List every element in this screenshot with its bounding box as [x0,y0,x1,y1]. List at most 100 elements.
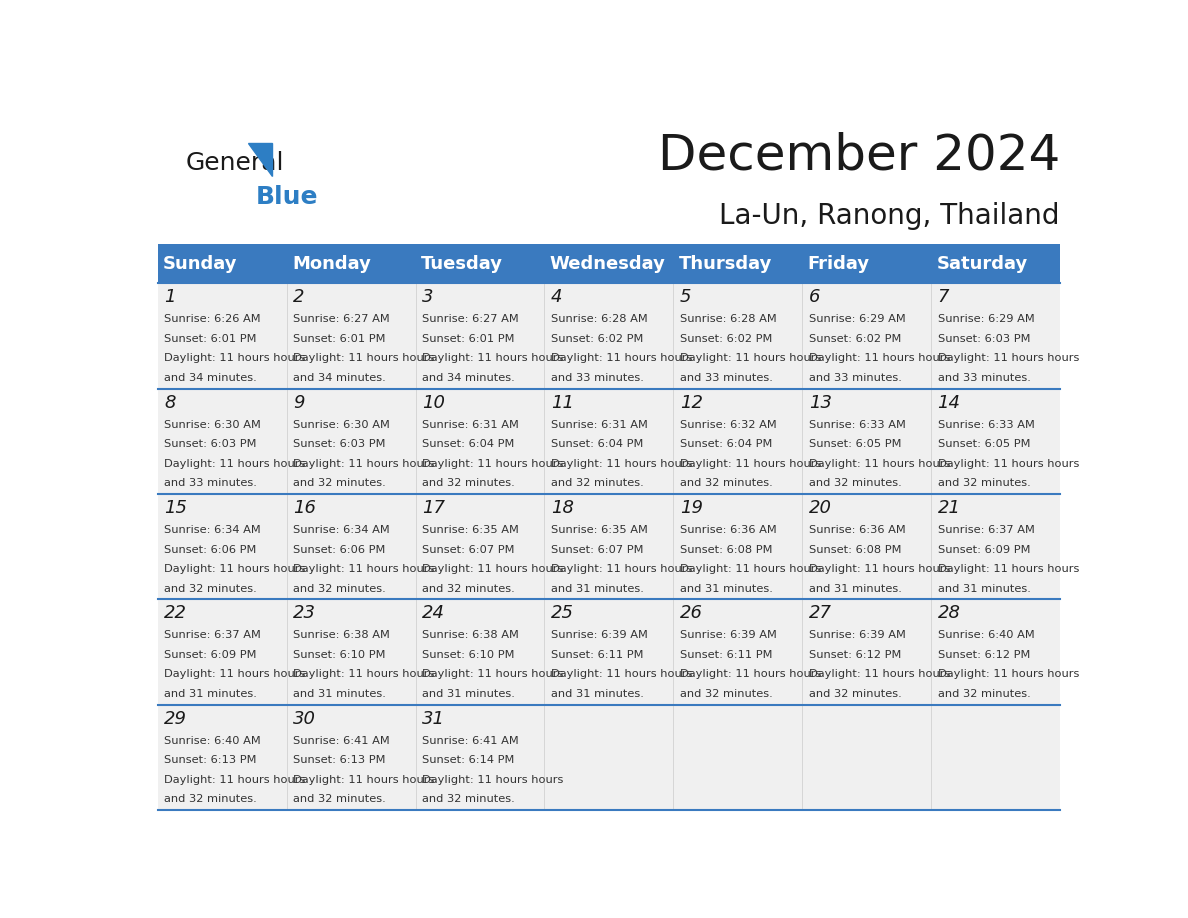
Text: 16: 16 [293,498,316,517]
FancyBboxPatch shape [158,705,1060,810]
Text: Tuesday: Tuesday [421,255,503,273]
Text: and 33 minutes.: and 33 minutes. [551,373,644,383]
FancyBboxPatch shape [158,388,1060,494]
Text: and 31 minutes.: and 31 minutes. [293,688,386,699]
Text: 29: 29 [164,710,188,728]
Text: and 32 minutes.: and 32 minutes. [809,688,902,699]
Text: Daylight: 11 hours hours: Daylight: 11 hours hours [551,353,693,364]
Text: La-Un, Ranong, Thailand: La-Un, Ranong, Thailand [720,202,1060,230]
Text: Sunset: 6:12 PM: Sunset: 6:12 PM [809,650,901,660]
Text: Sunset: 6:03 PM: Sunset: 6:03 PM [937,334,1030,344]
Text: Thursday: Thursday [678,255,772,273]
Text: 24: 24 [422,604,446,622]
Text: and 32 minutes.: and 32 minutes. [809,478,902,488]
Text: Daylight: 11 hours hours: Daylight: 11 hours hours [293,353,435,364]
Text: Daylight: 11 hours hours: Daylight: 11 hours hours [293,775,435,785]
Text: Sunrise: 6:31 AM: Sunrise: 6:31 AM [551,420,647,430]
Text: Sunset: 6:13 PM: Sunset: 6:13 PM [164,756,257,766]
Text: Sunrise: 6:31 AM: Sunrise: 6:31 AM [422,420,519,430]
Text: Sunset: 6:01 PM: Sunset: 6:01 PM [422,334,514,344]
Text: Sunset: 6:11 PM: Sunset: 6:11 PM [551,650,644,660]
Text: 12: 12 [680,394,703,411]
Text: and 34 minutes.: and 34 minutes. [422,373,514,383]
Text: Sunrise: 6:37 AM: Sunrise: 6:37 AM [164,631,261,641]
Text: Friday: Friday [808,255,870,273]
Text: and 31 minutes.: and 31 minutes. [551,688,644,699]
Text: Sunrise: 6:39 AM: Sunrise: 6:39 AM [551,631,647,641]
Text: Sunset: 6:07 PM: Sunset: 6:07 PM [551,544,644,554]
Text: Sunset: 6:14 PM: Sunset: 6:14 PM [422,756,514,766]
Text: Daylight: 11 hours hours: Daylight: 11 hours hours [293,564,435,574]
Text: Sunrise: 6:37 AM: Sunrise: 6:37 AM [937,525,1035,535]
Text: 14: 14 [937,394,961,411]
Text: 26: 26 [680,604,703,622]
Text: and 32 minutes.: and 32 minutes. [293,478,386,488]
Text: Daylight: 11 hours hours: Daylight: 11 hours hours [809,669,950,679]
Polygon shape [248,143,272,176]
Text: and 32 minutes.: and 32 minutes. [937,478,1030,488]
Text: Sunset: 6:05 PM: Sunset: 6:05 PM [937,439,1030,449]
Text: and 32 minutes.: and 32 minutes. [164,794,257,804]
Text: and 34 minutes.: and 34 minutes. [293,373,386,383]
Text: Sunset: 6:07 PM: Sunset: 6:07 PM [422,544,514,554]
Text: Sunrise: 6:30 AM: Sunrise: 6:30 AM [164,420,261,430]
Text: Sunset: 6:11 PM: Sunset: 6:11 PM [680,650,772,660]
Text: Daylight: 11 hours hours: Daylight: 11 hours hours [809,353,950,364]
Text: and 32 minutes.: and 32 minutes. [680,478,772,488]
Text: and 31 minutes.: and 31 minutes. [809,584,902,594]
Text: December 2024: December 2024 [658,131,1060,179]
Text: Sunrise: 6:30 AM: Sunrise: 6:30 AM [293,420,390,430]
Text: Daylight: 11 hours hours: Daylight: 11 hours hours [293,669,435,679]
Text: 30: 30 [293,710,316,728]
Text: Saturday: Saturday [936,255,1028,273]
Text: and 32 minutes.: and 32 minutes. [293,584,386,594]
Text: Sunrise: 6:28 AM: Sunrise: 6:28 AM [551,315,647,324]
Text: Sunrise: 6:36 AM: Sunrise: 6:36 AM [680,525,777,535]
Text: Daylight: 11 hours hours: Daylight: 11 hours hours [551,459,693,469]
Text: Daylight: 11 hours hours: Daylight: 11 hours hours [937,669,1079,679]
Text: 15: 15 [164,498,188,517]
Text: Sunrise: 6:35 AM: Sunrise: 6:35 AM [422,525,519,535]
Text: Wednesday: Wednesday [550,255,665,273]
Text: Daylight: 11 hours hours: Daylight: 11 hours hours [164,669,305,679]
Text: Sunset: 6:02 PM: Sunset: 6:02 PM [551,334,643,344]
Text: Sunrise: 6:35 AM: Sunrise: 6:35 AM [551,525,647,535]
Text: and 32 minutes.: and 32 minutes. [422,584,514,594]
Text: Sunrise: 6:34 AM: Sunrise: 6:34 AM [293,525,390,535]
Text: Sunset: 6:01 PM: Sunset: 6:01 PM [164,334,257,344]
FancyBboxPatch shape [158,494,1060,599]
Text: Sunset: 6:05 PM: Sunset: 6:05 PM [809,439,902,449]
Text: Sunrise: 6:27 AM: Sunrise: 6:27 AM [422,315,519,324]
Text: Sunrise: 6:38 AM: Sunrise: 6:38 AM [422,631,519,641]
Text: Sunrise: 6:28 AM: Sunrise: 6:28 AM [680,315,777,324]
Text: Blue: Blue [255,185,318,209]
Text: Monday: Monday [292,255,371,273]
Text: General: General [185,151,284,175]
Text: and 32 minutes.: and 32 minutes. [293,794,386,804]
Text: and 31 minutes.: and 31 minutes. [422,688,514,699]
Text: and 32 minutes.: and 32 minutes. [422,794,514,804]
Text: Sunset: 6:06 PM: Sunset: 6:06 PM [164,544,257,554]
Text: 11: 11 [551,394,574,411]
FancyBboxPatch shape [158,244,1060,284]
Text: 7: 7 [937,288,949,307]
Text: 27: 27 [809,604,832,622]
Text: Sunset: 6:06 PM: Sunset: 6:06 PM [293,544,385,554]
Text: Daylight: 11 hours hours: Daylight: 11 hours hours [937,353,1079,364]
Text: Sunrise: 6:38 AM: Sunrise: 6:38 AM [293,631,390,641]
Text: Daylight: 11 hours hours: Daylight: 11 hours hours [164,564,305,574]
Text: Sunset: 6:02 PM: Sunset: 6:02 PM [809,334,901,344]
Text: Sunset: 6:08 PM: Sunset: 6:08 PM [680,544,772,554]
Text: and 32 minutes.: and 32 minutes. [937,688,1030,699]
Text: and 33 minutes.: and 33 minutes. [809,373,902,383]
Text: Daylight: 11 hours hours: Daylight: 11 hours hours [680,564,821,574]
Text: Sunrise: 6:26 AM: Sunrise: 6:26 AM [164,315,261,324]
Text: 18: 18 [551,498,574,517]
Text: Daylight: 11 hours hours: Daylight: 11 hours hours [164,353,305,364]
Text: Daylight: 11 hours hours: Daylight: 11 hours hours [422,564,563,574]
Text: Daylight: 11 hours hours: Daylight: 11 hours hours [809,459,950,469]
Text: 4: 4 [551,288,562,307]
Text: Daylight: 11 hours hours: Daylight: 11 hours hours [164,459,305,469]
Text: Daylight: 11 hours hours: Daylight: 11 hours hours [680,669,821,679]
Text: Sunset: 6:04 PM: Sunset: 6:04 PM [551,439,643,449]
